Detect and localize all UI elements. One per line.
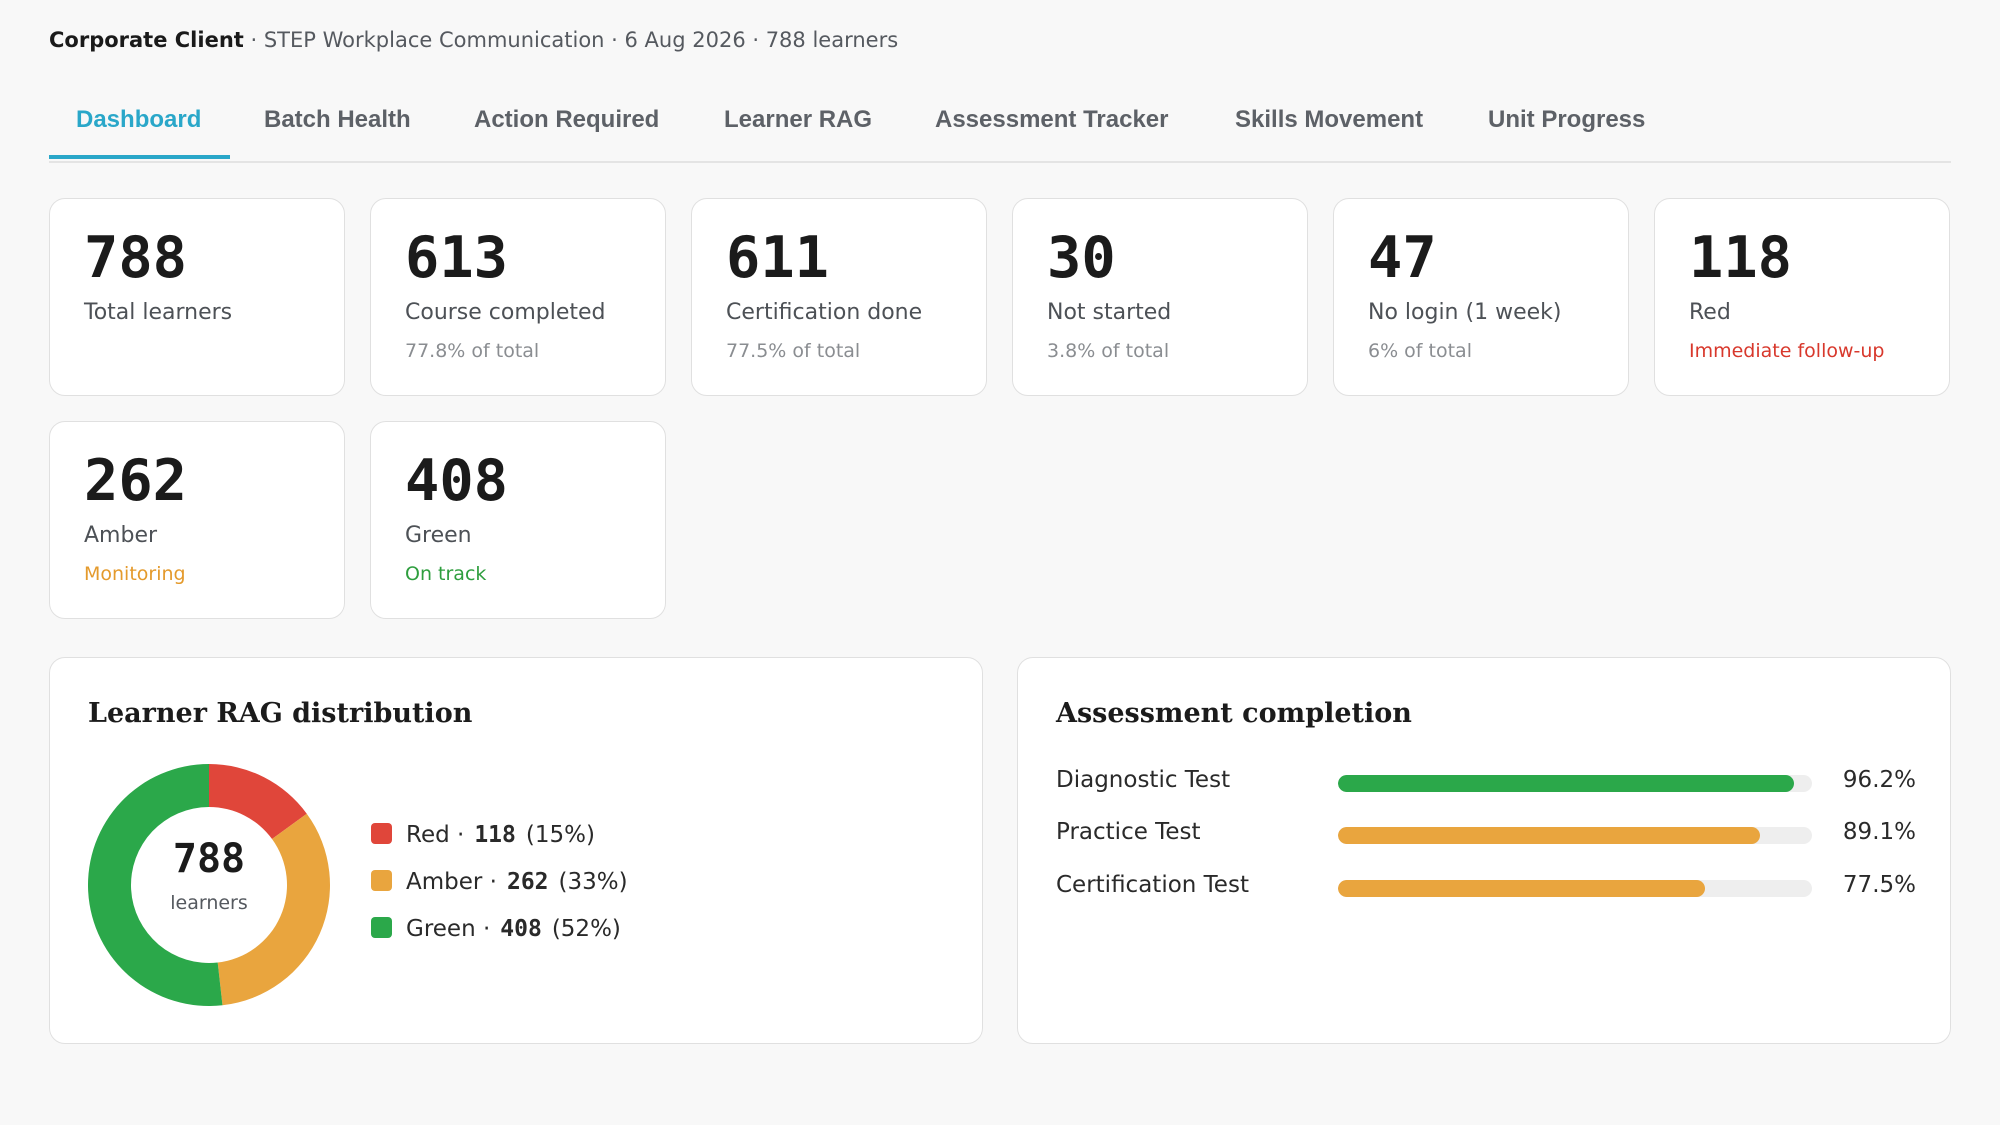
tab-label: Dashboard [76, 106, 202, 133]
legend-percent: (15%) [525, 822, 595, 848]
stat-label: Green [405, 523, 472, 548]
stat-card-total-learners: 788 Total learners [49, 198, 345, 396]
tab-assessment-tracker[interactable]: Assessment Tracker [935, 106, 1168, 163]
stat-card-red: 118 Red Immediate follow-up [1654, 198, 1950, 396]
assessment-row-diagnostic: Diagnostic Test 96.2% [1056, 765, 1916, 797]
stat-label: Red [1689, 300, 1731, 325]
stat-card-no-login: 47 No login (1 week) 6% of total [1333, 198, 1629, 396]
progress-fill [1338, 775, 1794, 792]
donut-slice-amber [217, 813, 330, 1006]
legend-count: 118 [474, 822, 516, 848]
tab-action-required[interactable]: Action Required [474, 106, 659, 163]
rag-distribution-panel: Learner RAG distribution 788 learners Re… [49, 657, 983, 1044]
stat-value: 30 [1047, 225, 1116, 291]
tab-dashboard[interactable]: Dashboard [76, 106, 201, 163]
stat-card-course-completed: 613 Course completed 77.8% of total [370, 198, 666, 396]
legend-name: Amber · [406, 869, 497, 895]
assessment-row-practice: Practice Test 89.1% [1056, 817, 1916, 849]
legend-name: Red · [406, 822, 465, 848]
legend-item-amber: Amber · 262 (33%) [371, 869, 628, 901]
stat-subtext: On track [405, 563, 487, 585]
donut-center-label: learners [170, 892, 248, 914]
client-name: Corporate Client [49, 28, 244, 52]
assessment-label: Diagnostic Test [1056, 767, 1231, 793]
stat-card-amber: 262 Amber Monitoring [49, 421, 345, 619]
stat-card-not-started: 30 Not started 3.8% of total [1012, 198, 1308, 396]
stat-card-certification-done: 611 Certification done 77.5% of total [691, 198, 987, 396]
progress-fill [1338, 880, 1706, 897]
tab-bar: Dashboard Batch Health Action Required L… [49, 90, 1951, 163]
assessment-percent: 77.5% [1842, 872, 1916, 898]
legend-swatch [371, 870, 392, 891]
assessment-row-certification: Certification Test 77.5% [1056, 870, 1916, 902]
stat-value: 611 [726, 225, 829, 291]
assessment-label: Certification Test [1056, 872, 1249, 898]
panel-title: Assessment completion [1056, 698, 1412, 729]
tab-label: Assessment Tracker [935, 106, 1169, 133]
stat-value: 262 [84, 448, 187, 514]
assessment-percent: 96.2% [1842, 767, 1916, 793]
tab-batch-health[interactable]: Batch Health [264, 106, 411, 163]
stat-label: Not started [1047, 300, 1172, 325]
rag-donut-chart [88, 764, 330, 1006]
tab-label: Skills Movement [1235, 106, 1424, 133]
donut-center-value: 788 [172, 836, 246, 882]
stat-value: 47 [1368, 225, 1437, 291]
legend-swatch [371, 823, 392, 844]
stat-subtext: 77.5% of total [726, 340, 861, 362]
tab-unit-progress[interactable]: Unit Progress [1488, 106, 1645, 163]
legend-item-red: Red · 118 (15%) [371, 822, 595, 854]
tab-skills-movement[interactable]: Skills Movement [1235, 106, 1423, 163]
stat-value: 118 [1689, 225, 1792, 291]
stat-subtext: Immediate follow-up [1689, 340, 1885, 362]
progress-track [1338, 880, 1812, 897]
legend-percent: (33%) [558, 869, 628, 895]
stat-subtext: 6% of total [1368, 340, 1472, 362]
legend-swatch [371, 917, 392, 938]
header-details: · STEP Workplace Communication · 6 Aug 2… [243, 28, 899, 52]
donut-slice-green [88, 764, 223, 1006]
tab-label: Learner RAG [724, 106, 873, 133]
panel-title: Learner RAG distribution [88, 698, 473, 729]
assessment-completion-panel: Assessment completion Diagnostic Test 96… [1017, 657, 1951, 1044]
legend-name: Green · [406, 916, 491, 942]
stat-value: 408 [405, 448, 508, 514]
stat-card-green: 408 Green On track [370, 421, 666, 619]
stat-label: Certification done [726, 300, 923, 325]
stat-label: Amber [84, 523, 158, 548]
page-header: Corporate Client · STEP Workplace Commun… [49, 28, 898, 52]
progress-fill [1338, 827, 1761, 844]
tab-learner-rag[interactable]: Learner RAG [724, 106, 872, 163]
tab-label: Unit Progress [1488, 106, 1646, 133]
tab-label: Action Required [474, 106, 660, 133]
progress-track [1338, 827, 1812, 844]
legend-count: 262 [506, 869, 549, 895]
tab-label: Batch Health [264, 106, 411, 133]
stat-label: No login (1 week) [1368, 300, 1562, 325]
stat-subtext: 3.8% of total [1047, 340, 1170, 362]
progress-track [1338, 775, 1812, 792]
legend-count: 408 [500, 916, 542, 942]
legend-item-green: Green · 408 (52%) [371, 916, 621, 948]
stat-subtext: Monitoring [84, 563, 186, 585]
active-tab-indicator [49, 155, 230, 159]
stat-subtext: 77.8% of total [405, 340, 540, 362]
assessment-label: Practice Test [1056, 819, 1201, 845]
stat-label: Course completed [405, 300, 606, 325]
legend-percent: (52%) [551, 916, 621, 942]
donut-slice-red [209, 764, 307, 840]
assessment-percent: 89.1% [1842, 819, 1916, 845]
stat-value: 788 [84, 225, 187, 291]
stat-value: 613 [405, 225, 508, 291]
stat-label: Total learners [84, 300, 233, 325]
